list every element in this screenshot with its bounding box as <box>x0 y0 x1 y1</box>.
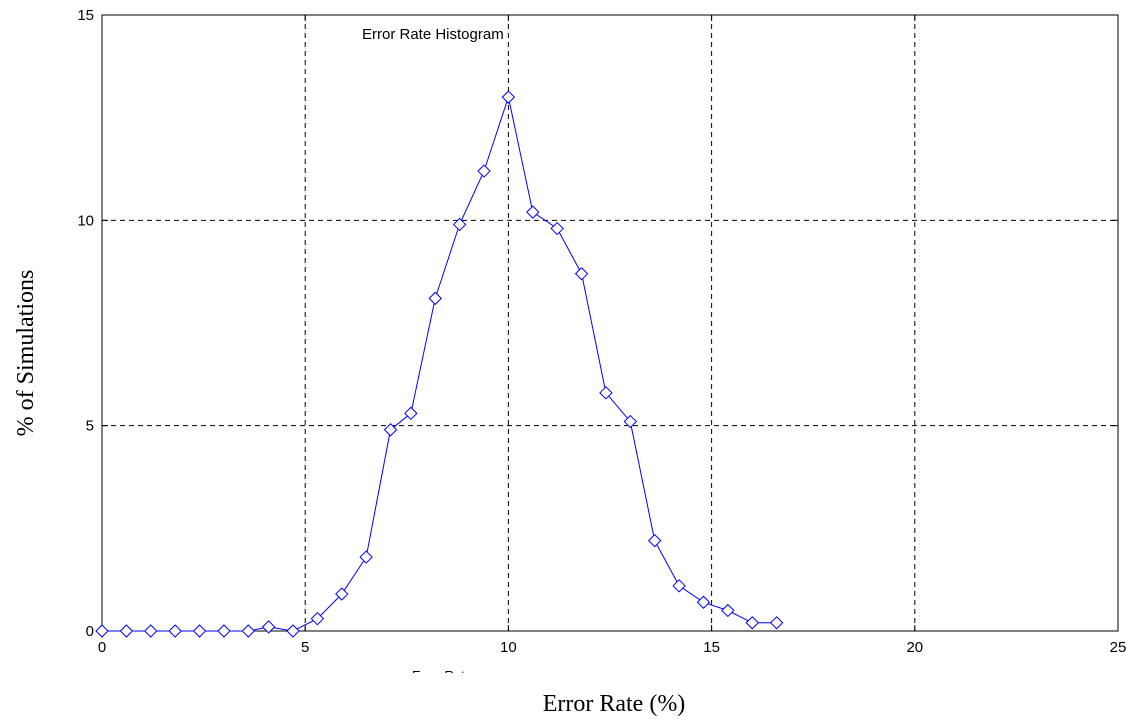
stray-label-mask <box>400 673 530 685</box>
data-point-marker <box>119 624 134 638</box>
y-tick-label: 5 <box>86 418 94 435</box>
data-point-marker <box>359 550 373 564</box>
plot-frame <box>101 14 1119 632</box>
data-point-marker <box>477 164 491 178</box>
x-tick-label: 10 <box>500 639 517 656</box>
x-tick-label: 20 <box>906 639 923 656</box>
series-line <box>102 95 777 632</box>
data-point-marker <box>745 616 759 630</box>
data-point-marker <box>217 624 231 638</box>
data-point-marker <box>647 533 662 548</box>
x-tick-label: 0 <box>98 639 106 656</box>
data-point-marker <box>310 611 325 626</box>
data-point-marker <box>144 624 158 638</box>
data-point-marker <box>241 624 256 638</box>
data-point-marker <box>721 603 735 618</box>
data-point-marker <box>526 205 540 219</box>
x-axis-label: Error Rate (%) <box>543 691 686 717</box>
data-point-marker <box>286 624 300 638</box>
data-point-marker <box>404 406 418 421</box>
data-point-marker <box>599 386 613 400</box>
grid <box>102 15 1118 631</box>
ticks <box>101 14 1119 632</box>
data-point-marker <box>501 90 516 104</box>
chart-title: Error Rate Histogram <box>362 26 504 43</box>
data-point-marker <box>383 423 398 437</box>
x-tick-label: 15 <box>703 639 720 656</box>
y-tick-label: 15 <box>77 7 94 24</box>
tick-labels: 0 5 10 15 20 25 0 5 10 15 <box>77 7 1126 656</box>
data-point-marker <box>769 616 784 630</box>
data-point-marker <box>550 221 564 236</box>
data-point-marker <box>168 624 182 638</box>
data-point-marker <box>672 579 686 593</box>
markers <box>95 90 784 638</box>
data-point-marker <box>623 414 638 429</box>
data-point-marker <box>452 217 467 232</box>
data-point-marker <box>261 620 276 634</box>
x-tick-label: 5 <box>301 639 309 656</box>
data-point-marker <box>335 587 349 601</box>
data-point-marker <box>696 595 711 609</box>
data-point-marker <box>192 624 207 638</box>
data-point-marker <box>574 267 589 281</box>
data-point-marker <box>428 291 442 306</box>
y-tick-label: 0 <box>86 623 94 640</box>
x-tick-label: 25 <box>1110 639 1127 656</box>
y-tick-label: 10 <box>77 212 94 229</box>
y-axis-label: % of Simulations <box>13 270 39 437</box>
data-point-marker <box>95 624 109 638</box>
